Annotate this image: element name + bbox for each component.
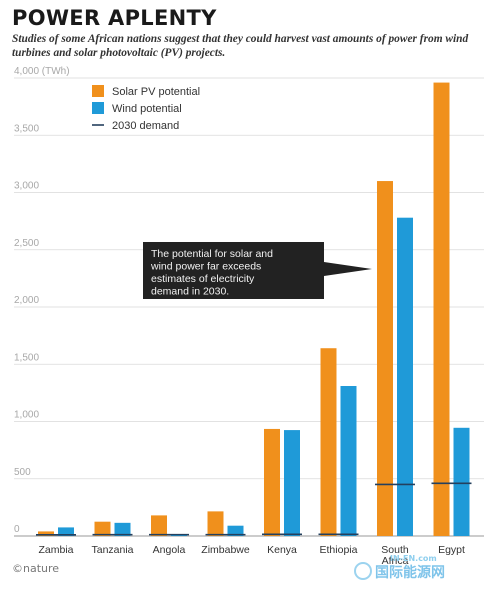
solar-bar-ethiopia <box>320 348 337 536</box>
watermark-globe-icon <box>354 562 372 580</box>
watermark-small-text: IN-EN.com <box>390 554 437 563</box>
wind-bar-angola <box>171 534 187 536</box>
solar-bar-tanzania <box>94 521 111 536</box>
legend-label: Solar PV potential <box>112 86 200 98</box>
annotation-box <box>143 242 324 299</box>
solar-bar-angola <box>151 515 167 536</box>
chart-title: POWER APLENTY <box>12 6 217 30</box>
y-tick-label: 0 <box>14 524 20 535</box>
annotation-text-line: demand in 2030. <box>151 286 229 298</box>
y-tick-label: 2,000 <box>14 295 39 306</box>
x-tick-label: Ethiopia <box>320 544 358 556</box>
wind-bar-zimbabwe <box>227 525 244 536</box>
wind-bar-zambia <box>58 527 74 536</box>
y-tick-label: 500 <box>14 467 31 478</box>
x-tick-label: Zambia <box>38 544 73 556</box>
x-tick-label: Angola <box>153 544 186 556</box>
annotation-text-line: wind power far exceeds <box>150 261 261 273</box>
x-tick-label: Kenya <box>267 544 297 556</box>
x-tick-label: Africa <box>382 555 409 567</box>
wind-bar-kenya <box>284 430 300 536</box>
x-tick-label: South <box>381 544 409 556</box>
annotation-text-line: The potential for solar and <box>151 248 273 260</box>
wind-bar-tanzania <box>114 522 131 536</box>
y-tick-label: 3,000 <box>14 181 39 192</box>
wind-bar-south-africa <box>397 217 413 536</box>
watermark-logo: 国际能源网 IN-EN.com <box>354 554 445 582</box>
legend-label: Wind potential <box>112 103 182 115</box>
solar-bar-egypt <box>433 82 450 536</box>
legend-wind-swatch <box>92 102 104 114</box>
chart-subtitle: Studies of some African nations suggest … <box>12 33 469 59</box>
x-tick-label: Zimbabwe <box>201 544 250 556</box>
wind-bar-ethiopia <box>340 386 357 536</box>
y-tick-label: 3,500 <box>14 123 39 134</box>
solar-bar-south-africa <box>377 181 393 537</box>
legend-solar-swatch <box>92 85 104 97</box>
nature-credit: ©nature <box>12 562 60 575</box>
y-tick-label: 1,500 <box>14 352 39 363</box>
solar-bar-zimbabwe <box>207 511 224 536</box>
annotation-text-line: estimates of electricity <box>151 273 255 285</box>
solar-bar-zambia <box>38 531 54 536</box>
y-tick-label: 4,000 (TWh) <box>14 66 70 77</box>
x-tick-label: Tanzania <box>91 544 133 556</box>
watermark-text: 国际能源网 <box>375 565 445 581</box>
annotation-pointer <box>324 262 372 276</box>
y-tick-label: 2,500 <box>14 238 39 249</box>
wind-bar-egypt <box>453 427 470 536</box>
solar-bar-kenya <box>264 428 280 536</box>
x-tick-label: Egypt <box>438 544 465 556</box>
y-tick-label: 1,000 <box>14 410 39 421</box>
legend-label: 2030 demand <box>112 120 179 132</box>
